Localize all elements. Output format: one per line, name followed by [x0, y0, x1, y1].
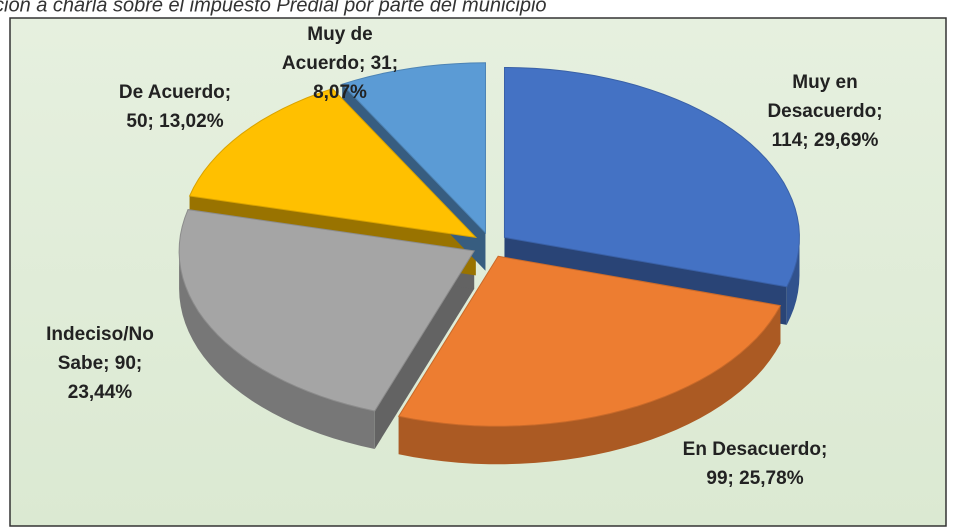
data-label-line: 23,44%	[68, 382, 133, 403]
data-label-line: Sabe; 90;	[58, 353, 142, 374]
data-label-line: 99; 25,78%	[706, 468, 803, 489]
data-label-line: Indeciso/No	[46, 324, 154, 345]
data-label-line: En Desacuerdo;	[683, 439, 828, 460]
slice	[341, 62, 487, 235]
data-label: Muy de Acuerdo; 31; 8,07%	[282, 24, 398, 103]
slice	[178, 209, 475, 412]
slice	[397, 255, 782, 427]
slice-side	[786, 237, 800, 325]
data-label-line: 8,07%	[313, 82, 367, 103]
slice-side	[179, 250, 375, 449]
slice-tops	[178, 62, 800, 427]
data-label-line: Muy de	[307, 24, 372, 45]
slice	[188, 88, 478, 239]
data-label: Indeciso/No Sabe; 90; 23,44%	[46, 324, 154, 403]
data-label-line: 50; 13,02%	[126, 111, 223, 132]
data-label-line: Muy en	[792, 72, 857, 93]
data-label: En Desacuerdo; 99; 25,78%	[683, 439, 828, 489]
data-label: Muy en Desacuerdo; 114; 29,69%	[767, 72, 882, 151]
slice-side	[398, 305, 781, 465]
data-label: De Acuerdo; 50; 13,02%	[119, 82, 231, 132]
data-label-line: De Acuerdo;	[119, 82, 231, 103]
slice	[503, 66, 800, 288]
data-label-line: Acuerdo; 31;	[282, 53, 398, 74]
chart-title: ción a charla sobre el impuesto Predial …	[0, 0, 547, 16]
data-label-line: Desacuerdo;	[767, 101, 882, 122]
data-label-line: 114; 29,69%	[772, 130, 879, 151]
slice-edge	[374, 250, 475, 450]
